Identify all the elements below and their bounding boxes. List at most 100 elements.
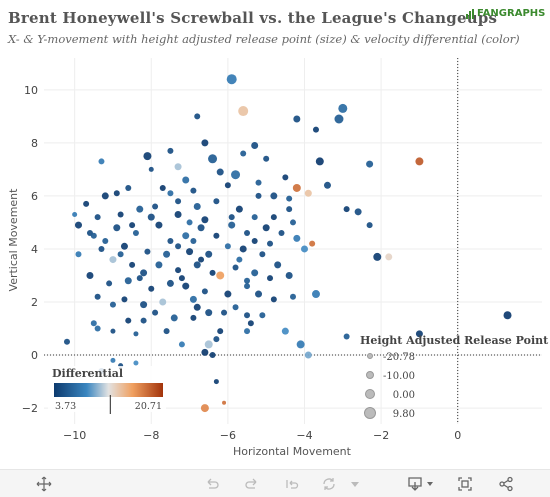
- data-point[interactable]: [129, 261, 136, 268]
- data-point[interactable]: [251, 238, 258, 244]
- data-point[interactable]: [133, 331, 139, 337]
- data-point[interactable]: [178, 275, 185, 282]
- data-point[interactable]: [94, 325, 101, 332]
- data-point[interactable]: [217, 328, 224, 335]
- data-point[interactable]: [222, 400, 227, 405]
- data-point[interactable]: [143, 152, 152, 161]
- data-point[interactable]: [101, 192, 109, 200]
- data-point[interactable]: [140, 269, 148, 277]
- data-point[interactable]: [236, 256, 243, 263]
- data-point[interactable]: [415, 330, 423, 338]
- data-point[interactable]: [270, 296, 277, 303]
- data-point[interactable]: [72, 211, 78, 217]
- data-point[interactable]: [125, 184, 132, 191]
- data-point[interactable]: [205, 309, 213, 317]
- data-point[interactable]: [232, 264, 239, 271]
- data-point[interactable]: [167, 190, 174, 197]
- data-point[interactable]: [232, 304, 239, 311]
- data-point[interactable]: [503, 311, 512, 320]
- data-point[interactable]: [117, 211, 124, 218]
- dropdown-caret-icon[interactable]: [346, 475, 364, 493]
- revert-icon[interactable]: [283, 475, 301, 493]
- data-point[interactable]: [221, 309, 228, 316]
- data-point[interactable]: [186, 219, 193, 226]
- data-point[interactable]: [136, 205, 144, 213]
- data-point[interactable]: [228, 214, 235, 221]
- data-point[interactable]: [338, 103, 348, 113]
- data-point[interactable]: [255, 179, 262, 186]
- data-point[interactable]: [228, 221, 236, 229]
- data-point[interactable]: [240, 150, 247, 157]
- data-point[interactable]: [110, 328, 116, 334]
- data-point[interactable]: [193, 203, 201, 211]
- data-point[interactable]: [175, 267, 182, 274]
- data-point[interactable]: [244, 328, 251, 335]
- data-point[interactable]: [182, 232, 190, 240]
- data-point[interactable]: [163, 250, 171, 258]
- data-point[interactable]: [175, 243, 182, 250]
- data-point[interactable]: [296, 340, 305, 349]
- data-point[interactable]: [262, 224, 270, 232]
- data-point[interactable]: [155, 261, 163, 269]
- data-point[interactable]: [244, 283, 251, 290]
- data-point[interactable]: [140, 301, 148, 309]
- data-point[interactable]: [106, 280, 113, 287]
- data-point[interactable]: [63, 338, 70, 345]
- data-point[interactable]: [270, 192, 278, 200]
- data-point[interactable]: [90, 320, 97, 327]
- fangraphs-logo[interactable]: FANGRAPHS: [466, 8, 545, 19]
- undo-icon[interactable]: [203, 475, 221, 493]
- data-point[interactable]: [144, 248, 151, 255]
- data-point[interactable]: [274, 261, 282, 269]
- data-point[interactable]: [201, 348, 209, 356]
- data-point[interactable]: [193, 303, 201, 311]
- data-point[interactable]: [120, 242, 128, 250]
- data-point[interactable]: [124, 277, 132, 285]
- data-point[interactable]: [290, 219, 296, 226]
- data-point[interactable]: [121, 296, 128, 303]
- data-point[interactable]: [148, 166, 154, 172]
- data-point[interactable]: [75, 251, 82, 258]
- data-point[interactable]: [190, 314, 197, 321]
- data-point[interactable]: [281, 327, 289, 335]
- data-point[interactable]: [208, 154, 218, 164]
- data-point[interactable]: [94, 293, 101, 300]
- data-point[interactable]: [255, 290, 263, 298]
- data-point[interactable]: [178, 341, 185, 348]
- data-point[interactable]: [152, 203, 159, 210]
- data-point[interactable]: [166, 279, 174, 287]
- data-point[interactable]: [201, 288, 208, 295]
- data-point[interactable]: [239, 245, 247, 253]
- data-point[interactable]: [286, 206, 293, 213]
- share-icon[interactable]: [497, 475, 515, 493]
- move-icon[interactable]: [35, 475, 53, 493]
- data-point[interactable]: [323, 181, 331, 189]
- data-point[interactable]: [270, 214, 277, 221]
- data-point[interactable]: [244, 312, 251, 319]
- data-point[interactable]: [113, 190, 120, 197]
- data-point[interactable]: [201, 139, 209, 147]
- data-point[interactable]: [213, 232, 220, 239]
- data-point[interactable]: [194, 113, 201, 120]
- data-point[interactable]: [190, 187, 197, 194]
- data-point[interactable]: [98, 158, 105, 165]
- data-point[interactable]: [102, 238, 109, 244]
- data-point[interactable]: [159, 184, 166, 191]
- data-point[interactable]: [286, 195, 293, 202]
- data-point[interactable]: [174, 163, 182, 171]
- data-point[interactable]: [385, 253, 393, 261]
- data-point[interactable]: [304, 189, 312, 197]
- data-point[interactable]: [170, 314, 178, 322]
- data-point[interactable]: [140, 317, 147, 324]
- data-point[interactable]: [182, 282, 190, 290]
- data-point[interactable]: [244, 230, 251, 237]
- data-point[interactable]: [90, 232, 97, 239]
- redo-icon[interactable]: [243, 475, 261, 493]
- data-point[interactable]: [366, 160, 374, 168]
- data-point[interactable]: [311, 290, 320, 299]
- data-point[interactable]: [148, 285, 155, 292]
- data-point[interactable]: [334, 114, 344, 124]
- data-point[interactable]: [224, 243, 231, 250]
- data-point[interactable]: [235, 205, 243, 213]
- data-point[interactable]: [201, 216, 209, 224]
